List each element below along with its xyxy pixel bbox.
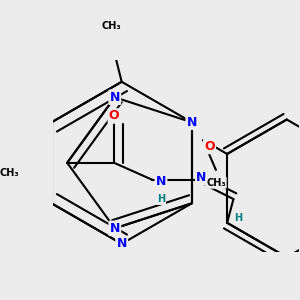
Text: N: N [116, 237, 127, 250]
Text: N: N [187, 116, 197, 129]
Text: N: N [110, 222, 120, 235]
Text: CH₃: CH₃ [0, 169, 19, 178]
Text: CH₃: CH₃ [206, 178, 226, 188]
Text: O: O [109, 110, 119, 122]
Text: H: H [234, 213, 242, 223]
Text: N: N [110, 91, 120, 104]
Text: H: H [157, 194, 165, 204]
Text: CH₃: CH₃ [101, 21, 121, 32]
Text: O: O [204, 140, 215, 153]
Text: N: N [196, 171, 207, 184]
Text: N: N [156, 176, 166, 188]
